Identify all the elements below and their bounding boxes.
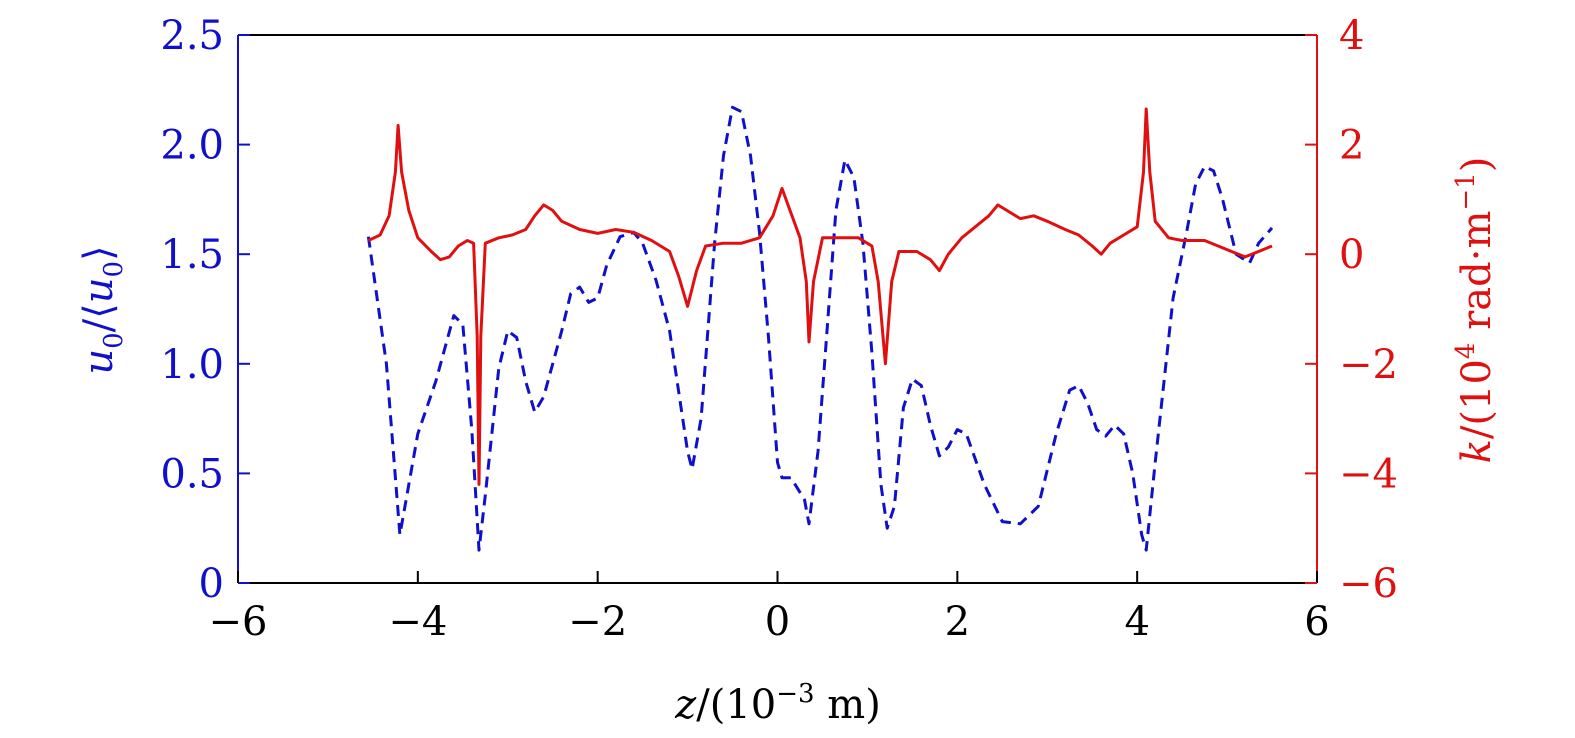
plot-area (366, 105, 1274, 552)
right-y-tick-label: 2 (1339, 123, 1364, 169)
right-y-tick-label: 4 (1339, 13, 1364, 59)
x-tick-label: −4 (388, 599, 447, 645)
left-y-tick-label: 0.5 (160, 451, 224, 497)
right-y-tick-label: −6 (1339, 561, 1398, 607)
left-y-tick-label: 2.0 (160, 123, 224, 169)
right-y-axis-title: k/(104 rad·m−1) (1451, 157, 1500, 464)
left-y-axis-title: u0/⟨u0⟩ (76, 245, 129, 374)
x-tick-label: 0 (765, 599, 790, 645)
x-tick-label: 6 (1304, 599, 1329, 645)
x-tick-label: 4 (1124, 599, 1149, 645)
x-axis-title: z/(10−3 m) (674, 679, 881, 728)
left-axis-series-line (366, 105, 1274, 552)
x-tick-label: −2 (568, 599, 627, 645)
right-y-tick-label: −4 (1339, 451, 1398, 497)
left-y-tick-label: 2.5 (160, 13, 224, 59)
right-y-tick-label: −2 (1339, 342, 1398, 388)
left-y-tick-label: 1.5 (160, 232, 224, 278)
x-tick-label: 2 (945, 599, 970, 645)
right-y-tick-label: 0 (1339, 232, 1364, 278)
x-tick-label: −6 (209, 599, 268, 645)
left-y-tick-label: 0 (199, 561, 224, 607)
right-axis-series-line (367, 107, 1273, 486)
left-y-tick-label: 1.0 (160, 342, 224, 388)
axes: −6 −4 −2 0 2 4 6 0 0.5 1.0 1.5 2.0 2.5 −6 −4 −2 0 2 4 (160, 13, 1398, 645)
